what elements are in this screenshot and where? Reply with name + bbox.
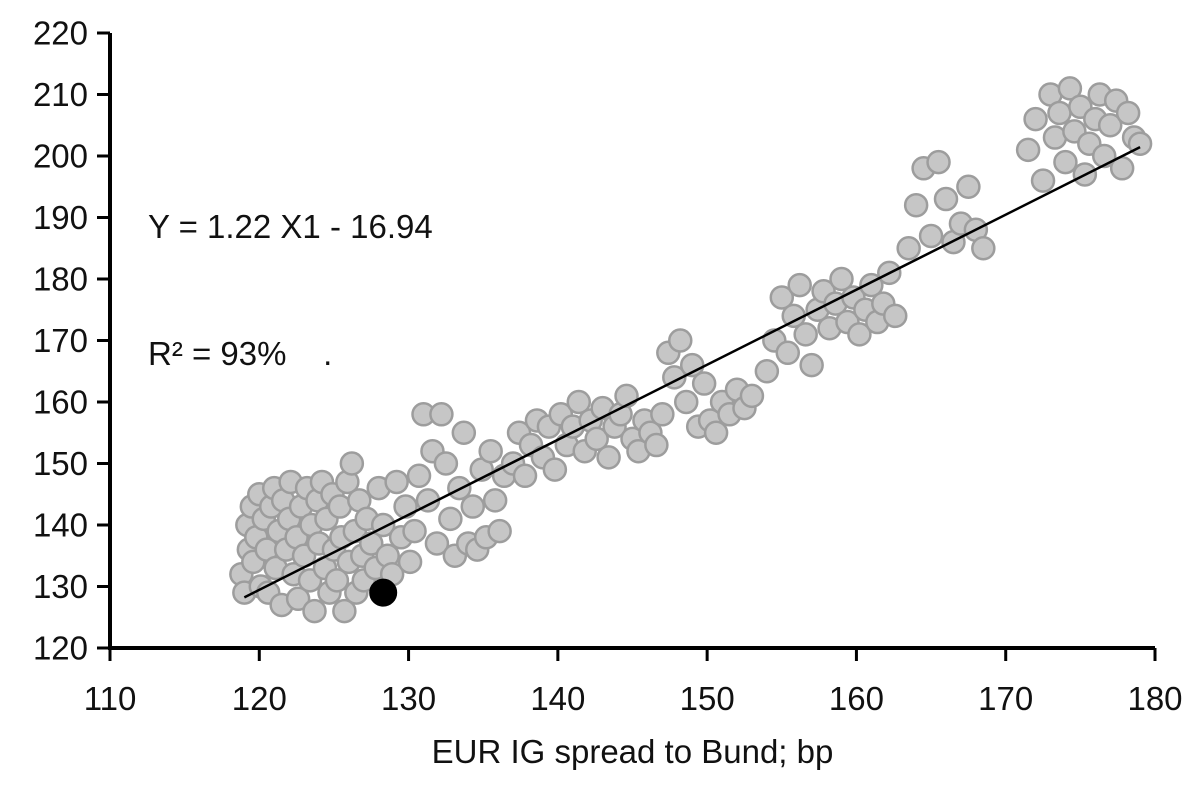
data-point	[1015, 137, 1041, 163]
data-point	[339, 451, 365, 476]
data-point	[406, 463, 432, 489]
y-tick-label: 190	[33, 199, 88, 236]
x-tick-label: 130	[381, 680, 436, 717]
data-point	[1115, 100, 1141, 126]
highlight-point	[369, 578, 398, 607]
data-point	[460, 494, 486, 519]
y-tick-label: 140	[33, 507, 88, 544]
data-point	[393, 494, 418, 519]
data-point	[703, 420, 729, 445]
data-point	[332, 598, 357, 624]
data-point	[903, 192, 929, 218]
data-point	[285, 586, 311, 612]
data-point	[402, 518, 427, 544]
regression-equation: Y = 1.22 X1 - 16.94 R² = 93% .	[148, 122, 433, 460]
data-point	[614, 383, 639, 409]
y-tick-label: 130	[33, 568, 88, 605]
data-point	[1047, 100, 1072, 126]
y-tick-label: 220	[33, 15, 88, 52]
y-tick-label: 160	[33, 384, 88, 421]
data-point	[644, 432, 669, 458]
data-point	[566, 389, 592, 415]
data-point	[956, 174, 981, 199]
y-tick-label: 210	[33, 76, 88, 113]
y-tick-label: 180	[33, 261, 88, 298]
data-point	[1057, 76, 1083, 101]
data-point	[787, 272, 812, 298]
data-point	[933, 186, 959, 212]
data-point	[433, 451, 459, 476]
data-point	[478, 438, 503, 464]
data-point	[793, 322, 818, 347]
data-point	[799, 352, 824, 378]
data-point	[673, 389, 699, 415]
data-point	[429, 402, 454, 427]
x-tick-label: 110	[84, 680, 137, 717]
data-point	[691, 371, 717, 396]
data-point	[487, 518, 512, 544]
data-point	[1023, 106, 1048, 132]
data-point	[584, 426, 609, 452]
x-tick-label: 160	[829, 680, 884, 717]
data-point	[302, 598, 327, 624]
x-tick-label: 170	[978, 680, 1033, 717]
data-point	[1097, 113, 1123, 138]
y-tick-label: 150	[33, 445, 88, 482]
data-point	[1030, 168, 1056, 193]
x-tick-label: 180	[1127, 680, 1182, 717]
x-axis-label: EUR IG spread to Bund; bp	[431, 733, 834, 770]
data-point	[650, 402, 675, 427]
data-point	[512, 463, 538, 489]
x-tick-label: 120	[232, 680, 287, 717]
x-tick-label: 140	[530, 680, 585, 717]
data-point	[438, 506, 463, 532]
data-point	[739, 383, 765, 409]
data-point	[754, 359, 780, 384]
data-point	[882, 303, 908, 329]
data-point	[542, 457, 568, 482]
data-point	[918, 223, 944, 249]
x-tick-label: 150	[680, 680, 735, 717]
y-tick-label: 120	[33, 630, 88, 667]
data-point	[971, 236, 996, 261]
y-tick-label: 170	[33, 322, 88, 359]
data-point	[847, 322, 872, 347]
data-point	[829, 266, 854, 292]
data-point	[775, 340, 801, 366]
data-point	[424, 531, 450, 556]
equation-line: Y = 1.22 X1 - 16.94	[148, 208, 433, 246]
data-point	[324, 568, 350, 593]
regression-line	[243, 146, 1141, 599]
data-point	[1053, 149, 1078, 175]
y-tick-label: 200	[33, 138, 88, 175]
data-point	[596, 445, 621, 470]
data-point	[451, 420, 477, 445]
data-point	[926, 149, 951, 175]
data-point	[384, 469, 409, 495]
data-point	[896, 236, 921, 261]
data-point	[668, 328, 693, 353]
data-point	[482, 488, 508, 513]
r-squared-line: R² = 93% .	[148, 335, 333, 373]
data-point	[769, 285, 795, 310]
data-point	[397, 549, 423, 575]
